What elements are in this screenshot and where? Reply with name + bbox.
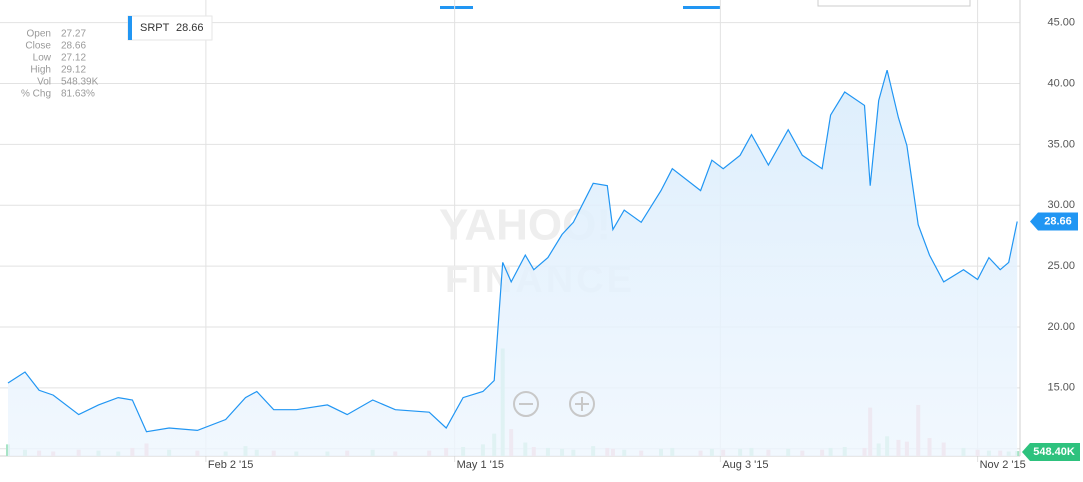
tab-indicator[interactable] — [440, 6, 473, 9]
legend-box — [127, 15, 213, 41]
x-tick-label: May 1 '15 — [457, 459, 504, 471]
legend: SRPT 28.66 — [127, 15, 213, 41]
ohlc-value: 27.27 — [61, 29, 86, 40]
price — [7, 69, 1018, 456]
ohlc-label: Open — [27, 29, 51, 40]
ohlc-value: 28.66 — [61, 41, 86, 52]
x-tick-label: Feb 2 '15 — [208, 459, 254, 471]
ohlc-label: Vol — [37, 77, 51, 88]
y-tick-label: 15.00 — [1047, 382, 1075, 394]
ohlc-value: 81.63% — [61, 89, 95, 100]
price-tag-label: 28.66 — [1044, 215, 1072, 227]
y-tick-label: 45.00 — [1047, 17, 1075, 29]
price-area — [8, 70, 1018, 456]
y-tick-label: 40.00 — [1047, 77, 1075, 89]
ohlc-value: 27.12 — [61, 53, 86, 64]
input-box[interactable] — [817, 0, 971, 7]
x-tick-label: Nov 2 '15 — [980, 459, 1026, 471]
tags: 28.66 548.40K — [1022, 212, 1080, 461]
price-tag — [1030, 212, 1078, 231]
y-tick-label: 25.00 — [1047, 260, 1075, 272]
ohlc-panel: Open 27.27 Close 28.66 Low 27.12 High 29.12 Vol 5… — [21, 29, 99, 100]
ohlc-label: Close — [25, 41, 51, 52]
ohlc-label: High — [30, 65, 51, 76]
x-tick-label: Aug 3 '15 — [722, 459, 768, 471]
ohlc-label: % Chg — [21, 89, 51, 100]
legend-value: 28.66 — [176, 22, 204, 34]
ohlc-value: 548.39K — [61, 77, 99, 88]
y-tick-label: 30.00 — [1047, 199, 1075, 211]
legend-label: SRPT — [140, 22, 170, 34]
zoom-in[interactable] — [569, 391, 595, 417]
volume-tag — [1022, 443, 1080, 461]
ohlc-label: Low — [33, 53, 52, 64]
y-tick-label: 35.00 — [1047, 138, 1075, 150]
ohlc-value: 29.12 — [61, 65, 86, 76]
price-line — [7, 69, 1018, 433]
zoom-out[interactable] — [513, 391, 539, 417]
volume-tag-label: 548.40K — [1033, 446, 1075, 458]
legend-swatch — [128, 16, 132, 40]
y-tick-label: 20.00 — [1047, 321, 1075, 333]
tab-indicator[interactable] — [683, 6, 720, 9]
